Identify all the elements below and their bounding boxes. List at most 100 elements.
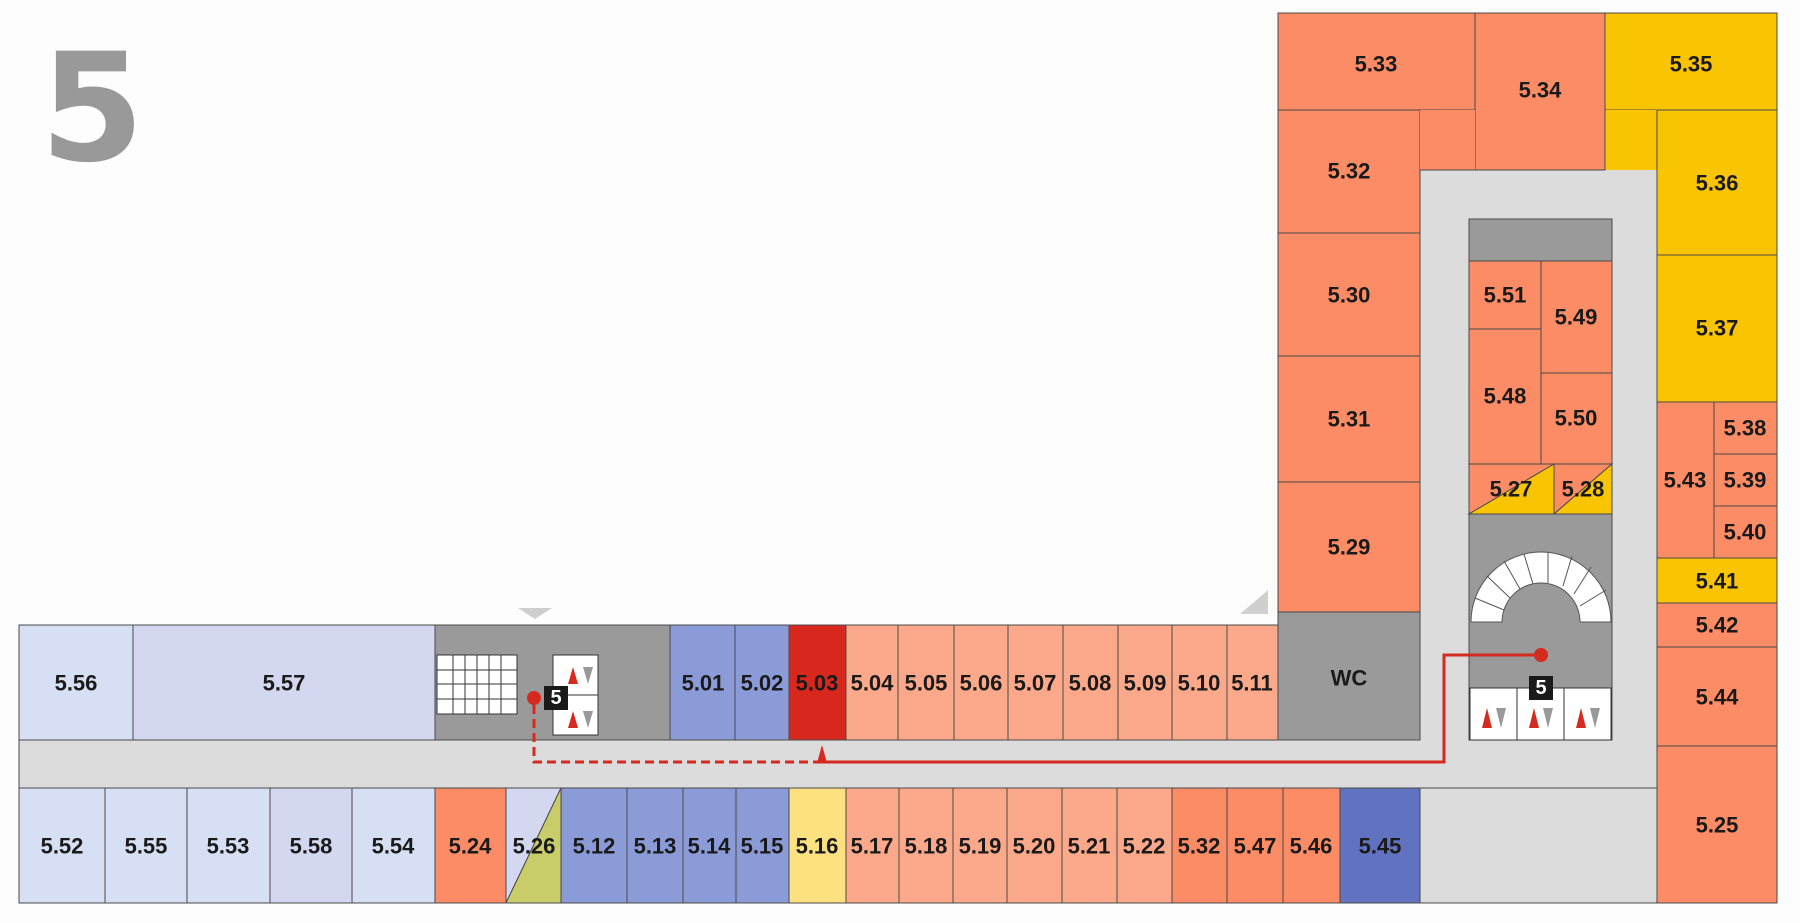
room-5-14[interactable]: 5.14	[682, 787, 737, 904]
room-5-55[interactable]: 5.55	[104, 787, 188, 904]
room-5-36[interactable]: 5.36	[1656, 109, 1778, 256]
room-5-49[interactable]: 5.49	[1540, 260, 1613, 374]
room-5-53[interactable]: 5.53	[186, 787, 271, 904]
room-5-44[interactable]: 5.44	[1656, 646, 1778, 747]
room-5-27[interactable]: 5.27	[1467, 463, 1556, 515]
room-5-39[interactable]: 5.39	[1713, 453, 1778, 507]
room-wc[interactable]: WC	[1277, 611, 1421, 741]
svg-text:5.48: 5.48	[1484, 384, 1527, 409]
svg-text:5.38: 5.38	[1724, 416, 1767, 441]
room-5-30[interactable]: 5.30	[1277, 232, 1421, 357]
svg-text:5: 5	[1535, 677, 1546, 699]
room-5-03[interactable]: 5.03	[788, 624, 847, 741]
room-5-47[interactable]: 5.47	[1226, 787, 1284, 904]
svg-text:5.04: 5.04	[851, 671, 895, 696]
room-5-19[interactable]: 5.19	[952, 787, 1008, 904]
room-5-29[interactable]: 5.29	[1277, 481, 1421, 613]
room-5-15[interactable]: 5.15	[735, 787, 790, 904]
svg-text:5.45: 5.45	[1359, 834, 1402, 859]
room-5-13[interactable]: 5.13	[626, 787, 684, 904]
room-5-20[interactable]: 5.20	[1006, 787, 1063, 904]
svg-text:5.43: 5.43	[1664, 468, 1707, 493]
room-5-09[interactable]: 5.09	[1117, 624, 1173, 741]
west-core: 5	[434, 608, 671, 741]
room-5-32[interactable]: 5.32	[1277, 109, 1421, 234]
svg-text:5.32: 5.32	[1178, 834, 1221, 859]
room-5-37[interactable]: 5.37	[1656, 254, 1778, 403]
svg-text:5.13: 5.13	[634, 834, 677, 859]
svg-text:5.01: 5.01	[682, 671, 725, 696]
room-5-48[interactable]: 5.48	[1468, 328, 1542, 465]
room-5-25[interactable]: 5.25	[1656, 745, 1778, 904]
room-5-42[interactable]: 5.42	[1656, 602, 1778, 648]
room-5-02[interactable]: 5.02	[734, 624, 790, 741]
stair-direction-marker-icon	[518, 608, 552, 619]
svg-text:5.55: 5.55	[125, 834, 168, 859]
svg-text:5.11: 5.11	[1231, 671, 1273, 696]
room-5-28[interactable]: 5.28	[1552, 462, 1614, 516]
svg-text:5.57: 5.57	[263, 671, 306, 696]
room-5-40[interactable]: 5.40	[1713, 505, 1778, 559]
room-5-11[interactable]: 5.11	[1226, 624, 1279, 741]
svg-text:5.17: 5.17	[851, 834, 894, 859]
room-5-35[interactable]: 5.35	[1604, 12, 1778, 111]
room-5-17[interactable]: 5.17	[845, 787, 900, 904]
svg-text:5.16: 5.16	[796, 834, 839, 859]
room-5-24[interactable]: 5.24	[434, 787, 507, 904]
west-elevator-icon[interactable]	[552, 654, 599, 736]
room-5-01[interactable]: 5.01	[669, 624, 736, 741]
svg-text:5.36: 5.36	[1696, 171, 1739, 196]
room-5-35-extension	[1605, 110, 1657, 170]
room-5-16[interactable]: 5.16	[788, 787, 847, 904]
room-5-51[interactable]: 5.51	[1468, 260, 1542, 330]
svg-text:5.42: 5.42	[1696, 613, 1739, 638]
svg-text:5.14: 5.14	[688, 834, 732, 859]
room-5-05[interactable]: 5.05	[897, 624, 955, 741]
svg-text:5.52: 5.52	[41, 834, 84, 859]
svg-text:5.19: 5.19	[959, 834, 1002, 859]
room-5-06[interactable]: 5.06	[953, 624, 1009, 741]
room-5-56[interactable]: 5.56	[18, 624, 134, 741]
svg-text:5.30: 5.30	[1328, 283, 1371, 308]
west-floor-badge: 5	[544, 686, 568, 710]
svg-text:5.32: 5.32	[1328, 159, 1371, 184]
svg-text:5.28: 5.28	[1562, 477, 1605, 502]
svg-text:5.40: 5.40	[1724, 520, 1767, 545]
svg-text:5.47: 5.47	[1234, 834, 1277, 859]
room-5-07[interactable]: 5.07	[1007, 624, 1064, 741]
svg-text:5.05: 5.05	[905, 671, 948, 696]
room-5-34[interactable]: 5.34	[1474, 12, 1606, 171]
room-5-12[interactable]: 5.12	[560, 787, 628, 904]
room-5-38[interactable]: 5.38	[1713, 401, 1778, 455]
route-end-dot-icon	[527, 691, 541, 705]
room-5-46[interactable]: 5.46	[1282, 787, 1341, 904]
room-5-08[interactable]: 5.08	[1062, 624, 1119, 741]
room-5-10[interactable]: 5.10	[1171, 624, 1228, 741]
room-5-32-bottom[interactable]: 5.32	[1171, 787, 1228, 904]
room-5-04[interactable]: 5.04	[845, 624, 899, 741]
room-5-33[interactable]: 5.33	[1277, 12, 1476, 111]
room-5-43[interactable]: 5.43	[1656, 401, 1715, 559]
room-5-22[interactable]: 5.22	[1116, 787, 1173, 904]
svg-text:5.08: 5.08	[1069, 671, 1112, 696]
room-5-45[interactable]: 5.45	[1339, 787, 1421, 904]
svg-text:5.46: 5.46	[1290, 834, 1333, 859]
room-5-57[interactable]: 5.57	[132, 624, 436, 741]
spiral-stair-icon	[1470, 551, 1612, 623]
room-5-54[interactable]: 5.54	[351, 787, 436, 904]
route-arrow-icon	[817, 745, 827, 763]
east-elevator-icon[interactable]	[1469, 687, 1612, 741]
svg-text:5.54: 5.54	[372, 834, 416, 859]
svg-text:5.51: 5.51	[1484, 283, 1527, 308]
room-5-26[interactable]: 5.26	[505, 787, 562, 904]
room-5-52[interactable]: 5.52	[18, 787, 106, 904]
room-5-31[interactable]: 5.31	[1277, 355, 1421, 483]
route-start-dot-icon	[1534, 648, 1548, 662]
corridor-bottom-right	[1419, 787, 1658, 904]
room-5-21[interactable]: 5.21	[1061, 787, 1118, 904]
room-5-18[interactable]: 5.18	[898, 787, 954, 904]
floor-number: 5	[40, 22, 144, 196]
room-5-50[interactable]: 5.50	[1540, 372, 1613, 465]
room-5-58[interactable]: 5.58	[269, 787, 353, 904]
room-5-41[interactable]: 5.41	[1656, 557, 1778, 604]
